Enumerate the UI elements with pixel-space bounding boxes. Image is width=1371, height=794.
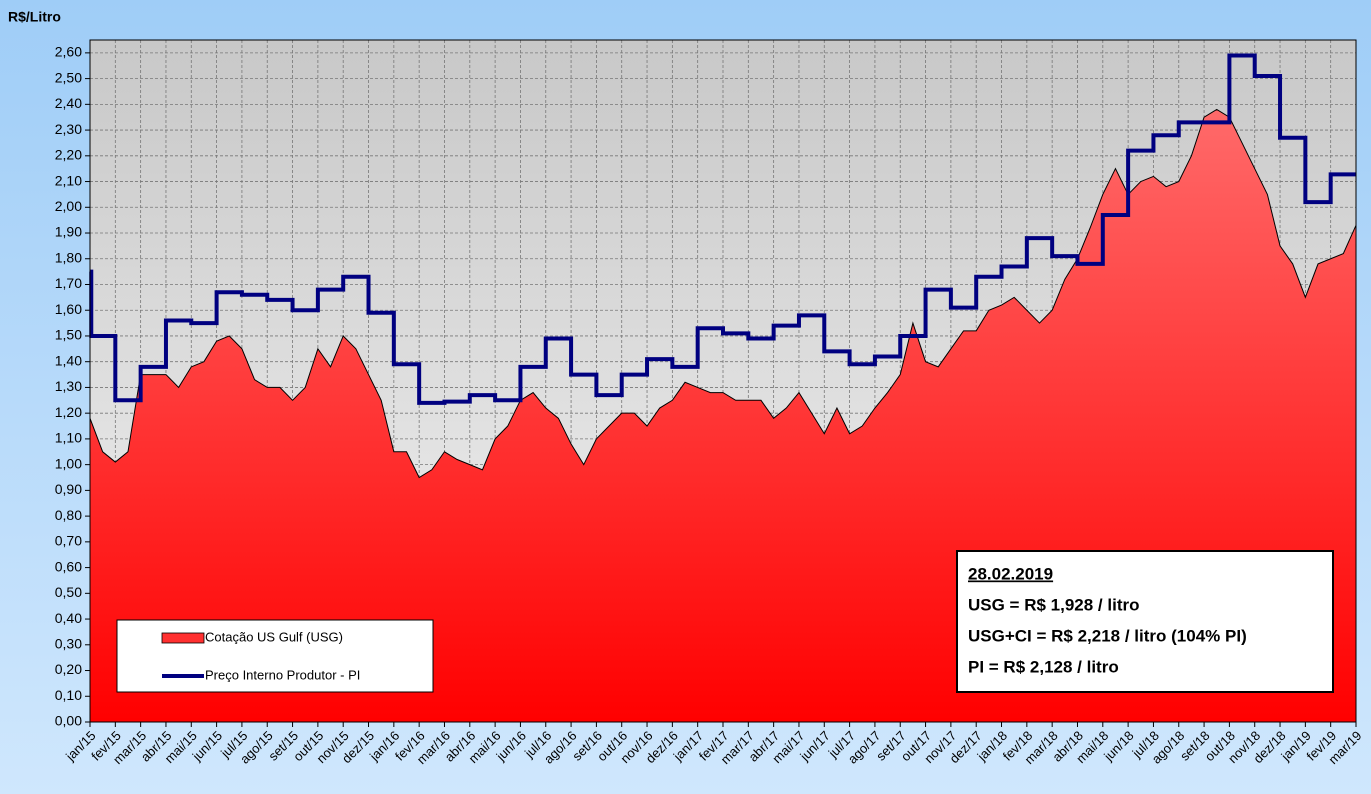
y-tick-label: 0,60 bbox=[55, 558, 82, 574]
y-tick-label: 0,70 bbox=[55, 533, 82, 549]
y-tick-label: 0,00 bbox=[55, 713, 82, 729]
annotation-text: 28.02.2019 bbox=[968, 564, 1053, 583]
y-tick-label: 2,00 bbox=[55, 198, 82, 214]
legend-label: Cotação US Gulf (USG) bbox=[205, 629, 343, 644]
annotation-box bbox=[956, 550, 1334, 693]
y-tick-label: 0,80 bbox=[55, 507, 82, 523]
y-tick-label: 1,00 bbox=[55, 455, 82, 471]
annotation-text: USG+CI = R$ 2,218 / litro (104% PI) bbox=[968, 626, 1247, 645]
annotation-text: PI = R$ 2,128 / litro bbox=[968, 657, 1119, 676]
legend-label: Preço Interno Produtor - PI bbox=[205, 667, 360, 682]
y-tick-label: 1,30 bbox=[55, 378, 82, 394]
y-axis-label: R$/Litro bbox=[8, 9, 61, 25]
y-tick-label: 2,40 bbox=[55, 95, 82, 111]
y-tick-label: 0,50 bbox=[55, 584, 82, 600]
legend-box bbox=[116, 619, 434, 693]
y-tick-label: 1,20 bbox=[55, 404, 82, 420]
y-tick-label: 1,50 bbox=[55, 327, 82, 343]
y-tick-label: 0,90 bbox=[55, 481, 82, 497]
y-tick-label: 0,10 bbox=[55, 687, 82, 703]
y-tick-label: 1,90 bbox=[55, 224, 82, 240]
y-tick-label: 2,50 bbox=[55, 69, 82, 85]
y-tick-label: 1,80 bbox=[55, 249, 82, 265]
y-tick-label: 0,30 bbox=[55, 635, 82, 651]
y-tick-label: 2,30 bbox=[55, 121, 82, 137]
y-tick-label: 0,40 bbox=[55, 610, 82, 626]
y-tick-label: 2,60 bbox=[55, 44, 82, 60]
step-line bbox=[89, 53, 1356, 405]
y-tick-label: 1,10 bbox=[55, 430, 82, 446]
y-tick-label: 1,60 bbox=[55, 301, 82, 317]
y-tick-label: 2,10 bbox=[55, 172, 82, 188]
y-tick-label: 0,20 bbox=[55, 661, 82, 677]
y-tick-label: 2,20 bbox=[55, 147, 82, 163]
plot-border bbox=[89, 39, 1357, 723]
legend-swatch bbox=[161, 632, 205, 644]
y-tick-label: 1,70 bbox=[55, 275, 82, 291]
y-tick-label: 1,40 bbox=[55, 352, 82, 368]
annotation-text: USG = R$ 1,928 / litro bbox=[968, 595, 1140, 614]
